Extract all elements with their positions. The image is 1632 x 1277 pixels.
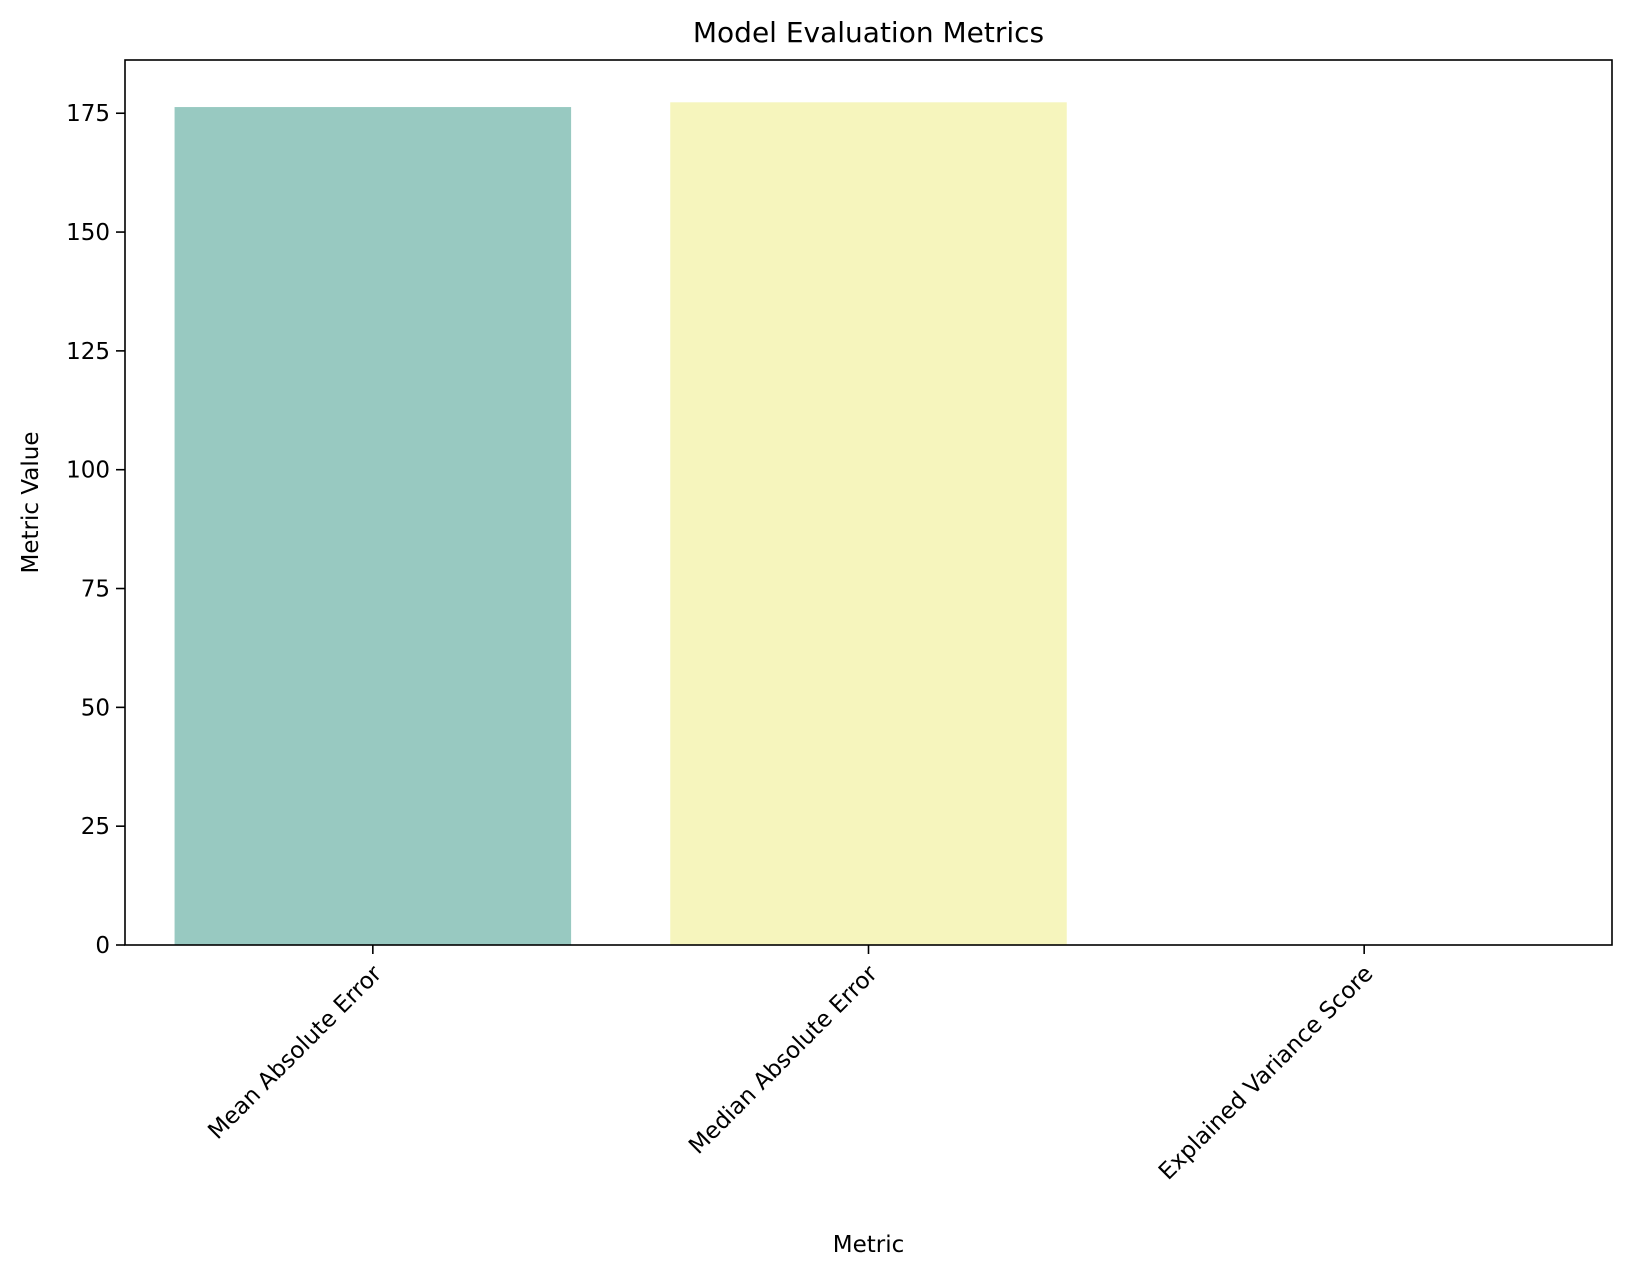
bar-median-absolute-error (670, 102, 1067, 946)
x-tick-label: Mean Absolute Error (203, 960, 387, 1144)
plot-frame (124, 59, 1613, 946)
x-tick-label: Median Absolute Error (684, 960, 883, 1159)
bar-mean-absolute-error (174, 107, 572, 945)
chart-title: Model Evaluation Metrics (693, 16, 1044, 49)
y-tick-label: 50 (81, 695, 110, 721)
y-tick-label: 25 (81, 814, 110, 840)
y-tick-label: 150 (66, 220, 110, 246)
y-tick-label: 75 (81, 577, 110, 603)
y-axis-ticks: 0 25 50 75 100 125 150 175 (66, 101, 125, 959)
y-axis-label: Metric Value (18, 432, 44, 574)
bars-group (174, 102, 1067, 946)
x-axis-ticks: Mean Absolute Error Median Absolute Error… (203, 945, 1378, 1185)
y-tick-label: 175 (66, 101, 110, 127)
y-tick-label: 0 (95, 933, 110, 959)
y-tick-label: 125 (66, 339, 110, 365)
y-tick-label: 100 (66, 458, 110, 484)
x-axis-label: Metric (833, 1232, 905, 1258)
x-tick-label: Explained Variance Score (1154, 961, 1378, 1185)
